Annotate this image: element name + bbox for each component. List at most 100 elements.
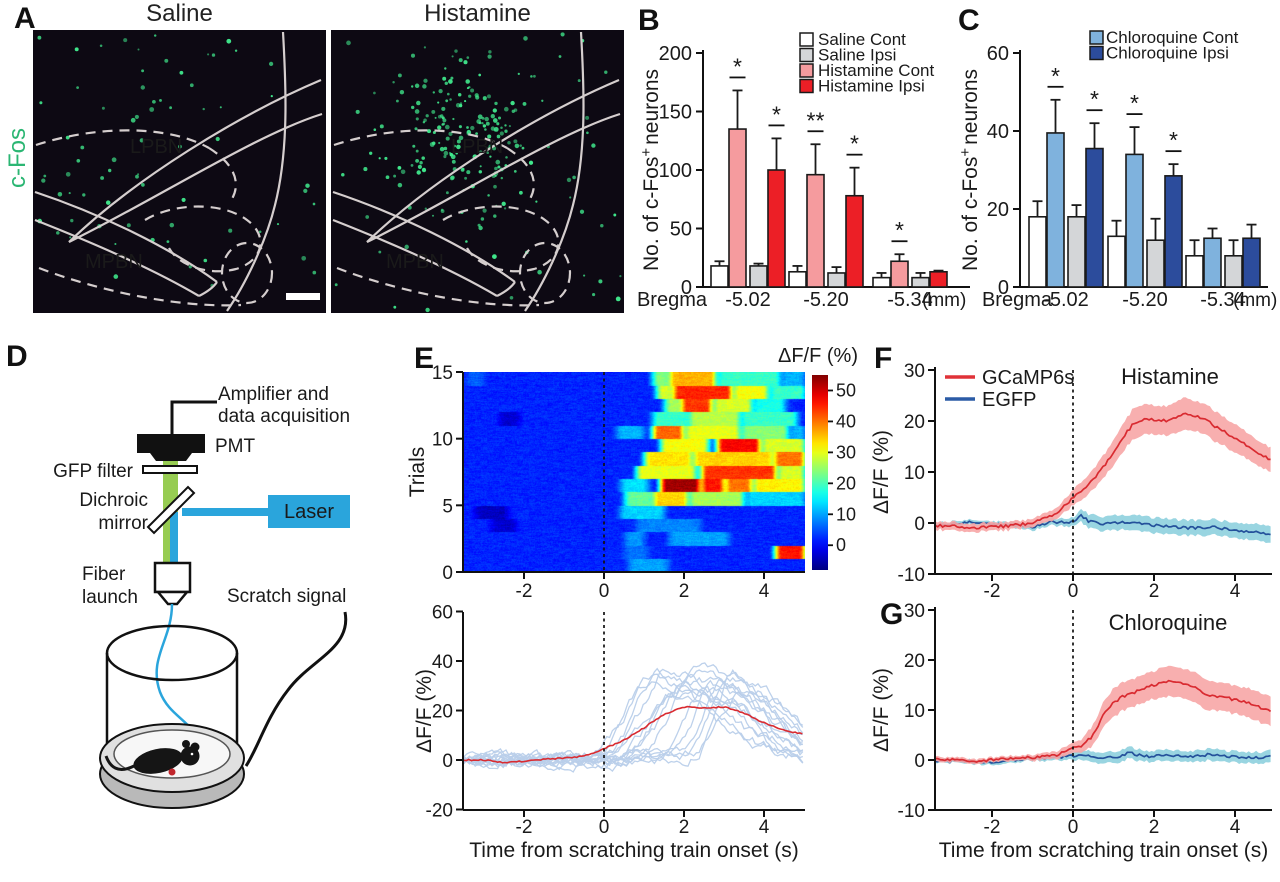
y-axis-label: ΔF/F (%): [870, 668, 893, 752]
x-tick-label: 4: [759, 817, 770, 838]
significance-marker: *: [1051, 63, 1060, 89]
trial-trace: [463, 678, 803, 767]
y-tick-label: 50: [670, 219, 692, 241]
x-axis-suffix: (mm): [1233, 290, 1277, 311]
x-tick-label: 2: [1149, 817, 1160, 838]
brain-outline-dashed: [38, 266, 242, 307]
brain-outline-dashed: [35, 129, 210, 149]
panel-f-label: F: [874, 342, 893, 375]
y-tick-label: -10: [898, 565, 925, 586]
x-tick-label: -5.02: [725, 289, 771, 311]
y-axis-label: No. of c-Fos+neurons: [638, 69, 663, 271]
trial-trace: [463, 676, 804, 773]
y-tick-label: 40: [987, 121, 1009, 143]
brain-outline: [496, 281, 516, 297]
brain-outline-dashed: [208, 147, 237, 203]
trial-tick-label: 0: [442, 563, 453, 584]
bar: [1046, 132, 1065, 288]
gfp-filter: [142, 465, 198, 474]
bar: [1107, 235, 1126, 288]
legend-swatch: [799, 78, 814, 94]
legend-label: Saline Cont: [818, 30, 906, 49]
y-tick-label: 100: [659, 160, 692, 182]
y-tick-label: 150: [659, 102, 692, 124]
bar: [1125, 153, 1144, 288]
bar: [767, 169, 786, 288]
bar: [911, 276, 930, 288]
brain-outline: [366, 78, 621, 243]
brain-outline-dashed: [506, 147, 535, 203]
cfos-dots: [334, 32, 622, 313]
x-tick-label: -2: [984, 581, 1001, 602]
mean-line: [935, 679, 1272, 764]
trial-trace: [463, 673, 804, 770]
sem-band: [935, 508, 1271, 543]
amplifier-label-2: data acquisition: [218, 406, 350, 427]
brain-outline: [198, 281, 218, 297]
significance-marker: **: [807, 107, 825, 133]
panel-e-label: E: [414, 342, 435, 375]
y-tick-label: 0: [998, 277, 1009, 299]
x-tick-label: 2: [1149, 581, 1160, 602]
x-tick-label: -5.34: [1200, 289, 1246, 311]
fiber-launch-nose: [155, 590, 190, 606]
laser-beam-vertical: [170, 512, 178, 563]
y-tick-label: 30: [904, 601, 925, 622]
pmt-nose: [150, 453, 192, 461]
mean-line: [935, 751, 1271, 764]
fiber-label-2: launch: [82, 587, 138, 608]
amplifier-wire: [170, 400, 217, 434]
bar: [710, 265, 729, 288]
significance-marker: *: [850, 131, 859, 157]
x-tick-label: 0: [1068, 817, 1079, 838]
x-axis-prefix: Bregma: [982, 289, 1053, 311]
scale-bar: [286, 293, 320, 300]
trial-trace: [463, 686, 804, 773]
brain-outline-dashed: [333, 129, 508, 149]
panel-c-label: C: [958, 4, 980, 37]
legend-swatch: [1089, 45, 1104, 61]
y-tick-label: 200: [659, 43, 692, 65]
micrograph-title-saline: Saline: [146, 0, 213, 27]
y-tick-label: 20: [987, 199, 1009, 221]
bar: [872, 276, 891, 288]
legend-swatch: [799, 32, 814, 47]
x-tick-label: 0: [599, 817, 610, 838]
bar: [1224, 255, 1243, 288]
mean-trace: [463, 705, 803, 764]
trial-trace: [463, 690, 804, 767]
bar: [1146, 239, 1165, 288]
x-tick-label: -5.34: [887, 289, 933, 311]
x-tick-label: -2: [516, 817, 533, 838]
x-tick-label: -5.20: [1122, 289, 1168, 311]
sem-band: [935, 665, 1271, 765]
fiber-label-1: Fiber: [82, 564, 126, 585]
pmt-box: [137, 434, 205, 453]
bar: [1164, 175, 1183, 288]
y-tick-label: -10: [898, 801, 925, 822]
y-axis-label: ΔF/F (%): [870, 430, 893, 514]
brain-outline: [524, 31, 585, 312]
trial-trace: [463, 688, 804, 771]
trial-tick-label: 15: [432, 363, 453, 384]
panel-d-label: D: [6, 340, 28, 373]
brain-outline: [332, 218, 498, 297]
significance-marker: *: [772, 101, 781, 127]
dichroic-label-2: mirror: [98, 513, 148, 534]
panel-g-chart: -10 0 10 20 30 -2 0 2 4 ΔF/F (%) Chloroquine Time f…: [870, 601, 1272, 862]
brain-outline-dashed: [336, 266, 540, 307]
brain-outline: [34, 218, 200, 297]
x-tick-label: -5.20: [803, 289, 849, 311]
trial-trace: [463, 679, 804, 767]
trial-trace: [463, 668, 804, 766]
colorbar-title: ΔF/F (%): [778, 345, 858, 367]
y-tick-label: 60: [432, 603, 453, 624]
time-tick-label: 2: [679, 581, 690, 602]
trial-trace: [463, 662, 804, 768]
sem-band: [935, 397, 1271, 533]
micrograph-title-histamine: Histamine: [424, 0, 531, 27]
cylinder-top: [105, 624, 239, 682]
fiber-launch-box: [153, 561, 192, 594]
